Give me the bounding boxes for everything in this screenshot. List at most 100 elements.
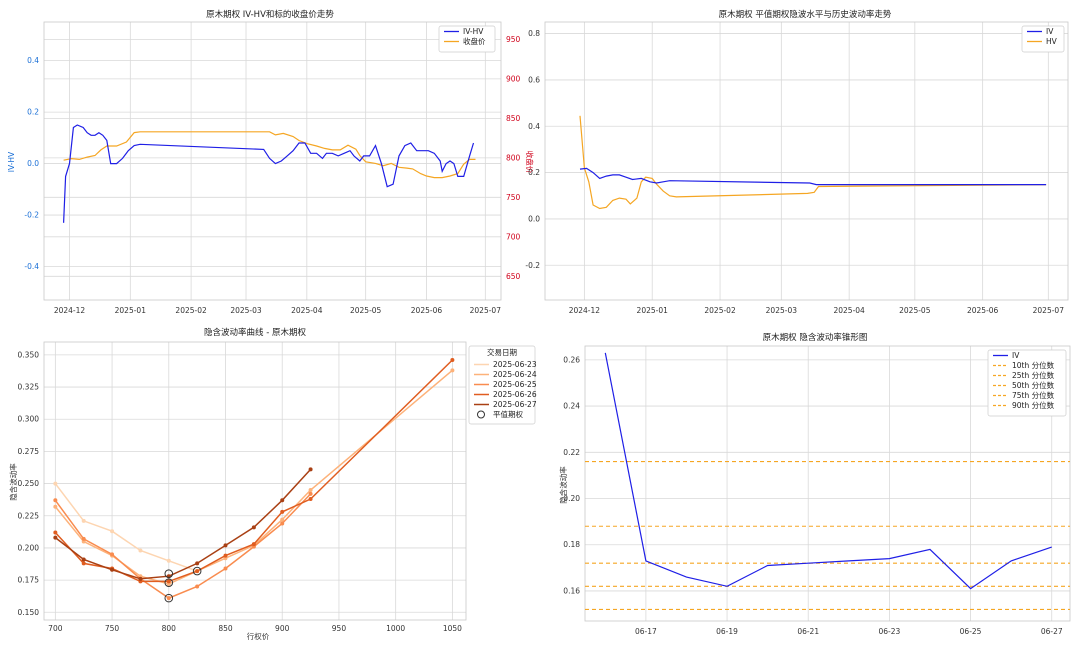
legend-label: 90th 分位数	[1012, 400, 1055, 410]
legend-label: IV-HV	[463, 27, 484, 36]
x-tick-label: 2024-12	[569, 306, 601, 315]
y-tick-label: 0.2	[528, 168, 540, 177]
legend-title: 交易日期	[487, 347, 517, 357]
y-tick-label: 0.24	[563, 402, 580, 411]
y2-tick-label: 800	[506, 153, 521, 162]
chart-iv-hv-close: 原木期权 IV-HV和标的收盘价走势 IV-HV 收盘价 2024-12 2025…	[7, 9, 535, 315]
x-tick-label: 1050	[443, 624, 462, 633]
y-tick-label: 0.300	[18, 415, 40, 424]
x-tick-label: 2025-01	[115, 306, 147, 315]
data-point	[53, 498, 58, 503]
x-tick-label: 750	[105, 624, 120, 633]
legend-label: 2025-06-25	[493, 380, 537, 389]
data-point	[450, 368, 455, 373]
chart-title: 原木期权 平值期权隐波水平与历史波动率走势	[719, 9, 892, 20]
data-point	[308, 491, 313, 496]
data-point	[280, 517, 285, 522]
y2-axis-label: 收盘价	[525, 151, 535, 174]
series-close-line	[63, 131, 476, 179]
legend-label: 2025-06-23	[493, 360, 537, 369]
y-tick-label: 0.325	[18, 383, 40, 392]
atm-marker	[164, 578, 174, 587]
series-iv-line	[604, 352, 1052, 590]
chart-title: 原木期权 IV-HV和标的收盘价走势	[206, 9, 334, 20]
y-tick-label: 0.225	[18, 511, 40, 520]
y-tick-label: 0.4	[528, 122, 540, 131]
series-line-2025-06-24	[54, 369, 453, 585]
legend-label: 2025-06-26	[493, 390, 537, 399]
y2-tick-label: 650	[506, 272, 521, 281]
y2-tick-label: 900	[506, 74, 521, 83]
data-point	[81, 536, 86, 541]
x-tick-label: 850	[218, 624, 233, 633]
data-point	[223, 553, 228, 558]
data-point	[166, 579, 171, 584]
plot-frame	[43, 341, 467, 621]
x-axis-label: 行权价	[247, 631, 270, 641]
data-point	[280, 509, 285, 514]
legend-label: IV	[1012, 351, 1020, 360]
y-tick-label: -0.2	[24, 211, 39, 220]
x-tick-label: 06-19	[716, 627, 738, 636]
legend-label: 75th 分位数	[1012, 390, 1055, 400]
series-hv-line	[579, 115, 1047, 210]
data-point	[308, 497, 313, 502]
chart-volatility-smile: 隐含波动率曲线 - 原木期权 行权价 隐含波动率 700 750 800 850 900…	[8, 327, 537, 641]
data-point	[81, 557, 86, 562]
series-line-2025-06-27	[54, 468, 312, 580]
data-point	[110, 567, 115, 572]
data-point	[251, 525, 256, 530]
y2-tick-label: 950	[506, 35, 521, 44]
legend	[438, 25, 496, 53]
atm-marker	[164, 569, 174, 578]
x-tick-label: 2025-02	[175, 306, 207, 315]
legend-label: 收盘价	[463, 36, 486, 46]
x-tick-label: 900	[275, 624, 290, 633]
series-line-2025-06-25	[54, 493, 312, 599]
legend-label: HV	[1046, 37, 1058, 46]
data-point	[223, 543, 228, 548]
data-point	[53, 481, 58, 486]
x-tick-label: 2025-04	[291, 306, 323, 315]
data-point	[195, 569, 200, 574]
y-tick-label: -0.4	[24, 262, 39, 271]
plot-frame	[584, 345, 1071, 622]
data-point	[308, 488, 313, 493]
x-tick-label: 06-17	[635, 627, 657, 636]
x-tick-label: 2024-12	[54, 306, 86, 315]
x-tick-label: 2025-04	[833, 306, 865, 315]
y-tick-label: 0.2	[27, 108, 39, 117]
data-point	[53, 504, 58, 509]
x-tick-label: 2025-03	[766, 306, 798, 315]
x-tick-label: 2025-03	[230, 306, 262, 315]
data-point	[280, 498, 285, 503]
data-point	[81, 561, 86, 566]
x-tick-label: 950	[332, 624, 347, 633]
x-tick-label: 700	[48, 624, 63, 633]
data-point	[308, 467, 313, 472]
legend	[987, 349, 1067, 417]
y2-tick-label: 850	[506, 114, 521, 123]
legend-label: IV	[1046, 27, 1054, 36]
legend-label: 平值期权	[493, 409, 523, 419]
x-tick-label: 2025-07	[1033, 306, 1065, 315]
x-tick-label: 06-23	[878, 627, 900, 636]
y-tick-label: 0.350	[18, 350, 40, 359]
x-tick-label: 2025-02	[704, 306, 736, 315]
y-tick-label: 0.22	[563, 448, 580, 457]
data-point	[81, 518, 86, 523]
y-tick-label: 0.0	[528, 214, 540, 223]
y2-tick-label: 700	[506, 232, 521, 241]
x-tick-label: 2025-05	[350, 306, 382, 315]
y-tick-label: 0.16	[563, 586, 580, 595]
legend-label: 25th 分位数	[1012, 370, 1055, 380]
x-tick-label: 06-25	[960, 627, 982, 636]
chart-atm-iv-vs-hv: 原木期权 平值期权隐波水平与历史波动率走势 2024-12 2025-01 2025…	[525, 9, 1069, 315]
data-point	[138, 576, 143, 581]
data-point	[450, 358, 455, 363]
legend-label: 50th 分位数	[1012, 380, 1055, 390]
data-point	[166, 558, 171, 563]
chart-volatility-cone: 原木期权 隐含波动率锥形图 隐含波动率 06-17 06-19 06-21 06-23…	[558, 332, 1071, 636]
y-tick-label: 0.275	[18, 447, 40, 456]
data-point	[251, 542, 256, 547]
